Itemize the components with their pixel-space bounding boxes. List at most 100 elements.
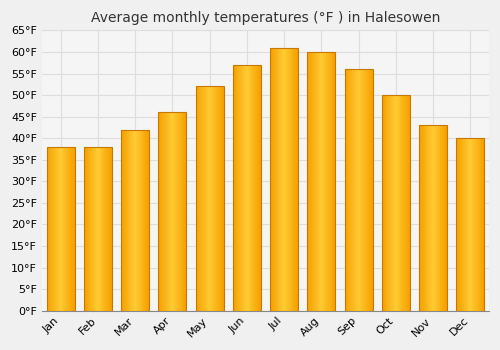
Bar <box>356 69 357 310</box>
Bar <box>407 95 408 310</box>
Bar <box>180 112 182 310</box>
Bar <box>391 95 392 310</box>
Bar <box>111 147 112 310</box>
Bar <box>97 147 98 310</box>
Bar <box>180 112 181 310</box>
Bar <box>463 138 464 310</box>
Bar <box>196 86 198 310</box>
Bar <box>70 147 71 310</box>
Bar <box>98 147 99 310</box>
Bar <box>148 130 149 310</box>
Bar <box>166 112 167 310</box>
Bar <box>445 125 446 310</box>
Bar <box>202 86 203 310</box>
Bar <box>247 65 248 310</box>
Bar <box>138 130 139 310</box>
Bar <box>210 86 212 310</box>
Bar <box>220 86 222 310</box>
Bar <box>179 112 180 310</box>
Bar <box>354 69 355 310</box>
Bar <box>382 95 383 310</box>
Bar <box>222 86 224 310</box>
Bar <box>435 125 436 310</box>
Bar <box>205 86 206 310</box>
Bar <box>402 95 404 310</box>
Bar <box>419 125 447 310</box>
Bar <box>285 48 286 310</box>
Bar <box>408 95 409 310</box>
Bar <box>168 112 170 310</box>
Bar <box>176 112 177 310</box>
Bar <box>420 125 421 310</box>
Bar <box>208 86 210 310</box>
Bar <box>384 95 386 310</box>
Bar <box>288 48 289 310</box>
Bar <box>124 130 125 310</box>
Bar <box>84 147 85 310</box>
Bar <box>296 48 297 310</box>
Bar <box>312 52 313 310</box>
Bar <box>182 112 184 310</box>
Bar <box>334 52 336 310</box>
Bar <box>136 130 137 310</box>
Bar <box>438 125 440 310</box>
Bar <box>461 138 462 310</box>
Bar <box>346 69 348 310</box>
Bar <box>206 86 207 310</box>
Bar <box>240 65 242 310</box>
Bar <box>400 95 402 310</box>
Bar <box>158 112 160 310</box>
Bar <box>284 48 285 310</box>
Bar <box>252 65 254 310</box>
Bar <box>46 147 48 310</box>
Bar <box>140 130 141 310</box>
Bar <box>403 95 404 310</box>
Bar <box>71 147 72 310</box>
Bar <box>242 65 243 310</box>
Bar <box>295 48 296 310</box>
Bar <box>214 86 215 310</box>
Bar <box>287 48 288 310</box>
Bar <box>315 52 316 310</box>
Bar <box>84 147 112 310</box>
Bar <box>422 125 423 310</box>
Bar <box>332 52 334 310</box>
Bar <box>233 65 234 310</box>
Bar <box>174 112 175 310</box>
Bar <box>130 130 132 310</box>
Bar <box>308 52 336 310</box>
Bar <box>366 69 367 310</box>
Bar <box>95 147 96 310</box>
Bar <box>288 48 290 310</box>
Bar <box>203 86 204 310</box>
Bar <box>125 130 126 310</box>
Bar <box>368 69 369 310</box>
Bar <box>473 138 474 310</box>
Bar <box>90 147 92 310</box>
Bar <box>123 130 124 310</box>
Bar <box>243 65 244 310</box>
Bar <box>254 65 256 310</box>
Bar <box>126 130 128 310</box>
Bar <box>109 147 110 310</box>
Bar <box>272 48 273 310</box>
Bar <box>280 48 281 310</box>
Bar <box>85 147 86 310</box>
Bar <box>456 138 484 310</box>
Bar <box>274 48 275 310</box>
Bar <box>58 147 59 310</box>
Bar <box>219 86 220 310</box>
Bar <box>310 52 311 310</box>
Bar <box>56 147 57 310</box>
Bar <box>349 69 350 310</box>
Bar <box>428 125 430 310</box>
Bar <box>421 125 422 310</box>
Bar <box>404 95 405 310</box>
Bar <box>273 48 274 310</box>
Bar <box>170 112 172 310</box>
Bar <box>215 86 216 310</box>
Bar <box>204 86 205 310</box>
Bar <box>388 95 390 310</box>
Bar <box>294 48 296 310</box>
Bar <box>360 69 362 310</box>
